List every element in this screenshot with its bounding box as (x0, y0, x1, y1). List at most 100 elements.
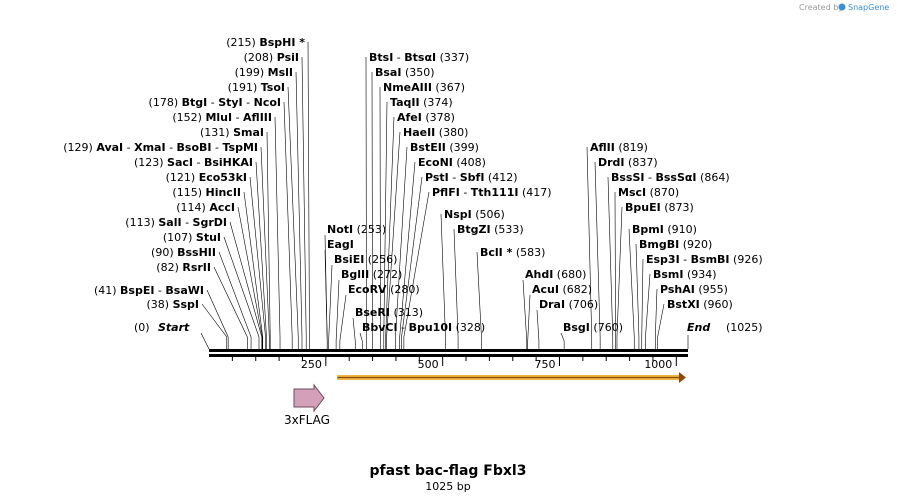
enzyme-position: (114) (176, 201, 209, 214)
cut-site[interactable]: EagI (327, 238, 354, 251)
enzyme-name: BglII (341, 268, 369, 281)
cut-site[interactable]: BtsI - BtsαI (337) (369, 51, 469, 64)
cut-site[interactable]: PshAI (955) (660, 283, 728, 296)
cut-site[interactable]: (90) BssHII (151, 246, 216, 259)
cut-site[interactable]: (191) TsoI (228, 81, 285, 94)
enzyme-name: BsgI (563, 321, 590, 334)
cut-site[interactable]: (131) SmaI (200, 126, 264, 139)
enzyme-position: (215) (226, 36, 259, 49)
lower-site-labels: NotI (253) EagI BsiEI (256) BglII (272) EcoR… (327, 223, 485, 334)
enzyme-position: - (232, 111, 243, 124)
cut-site[interactable]: TaqII (374) (390, 96, 453, 109)
cut-site[interactable]: (82) RsrII (156, 261, 211, 274)
cut-site[interactable]: BsgI (760) (563, 321, 623, 334)
end-label[interactable]: End (1025) (687, 321, 763, 334)
cut-site-label: (191) TsoI (228, 81, 285, 94)
cut-site-leader (206, 289, 229, 349)
enzyme-position: (152) (172, 111, 205, 124)
cut-site[interactable]: BclI * (583) (480, 246, 545, 259)
enzyme-position: (408) (453, 156, 486, 169)
enzyme-name: BssSαI (655, 171, 696, 184)
cut-site-leader (401, 176, 423, 349)
orf-arrow[interactable] (337, 372, 686, 383)
feature-3xflag[interactable]: 3xFLAG (284, 383, 330, 427)
cut-site[interactable]: EcoNI (408) (418, 156, 486, 169)
cut-site[interactable]: AcuI (682) (532, 283, 592, 296)
enzyme-name: BstEII (410, 141, 446, 154)
tick-label: 1000 (644, 358, 672, 371)
cut-site-label: (38) SspI (146, 298, 199, 311)
enzyme-position: (819) (615, 141, 648, 154)
enzyme-name: PflFI (432, 186, 460, 199)
cut-site-leader (586, 146, 593, 349)
cut-site-leader (243, 191, 264, 349)
cut-site[interactable]: BsiEI (256) (334, 253, 397, 266)
enzyme-name: BsmBI (691, 253, 730, 266)
cut-site[interactable]: NmeAIII (367) (383, 81, 465, 94)
cut-site[interactable]: (178) BtgI - StyI - NcoI (149, 96, 281, 109)
cut-site[interactable]: Esp3I - BsmBI (926) (646, 253, 763, 266)
start-label[interactable]: (0) Start (134, 321, 190, 334)
cut-site[interactable]: (113) SalI - SgrDI (125, 216, 227, 229)
cut-site[interactable]: AhdI (680) (525, 268, 586, 281)
cut-site[interactable]: (129) AvaI - XmaI - BsoBI - TspMI (63, 141, 258, 154)
enzyme-name: Bpu10I (409, 321, 453, 334)
cut-site[interactable]: MscI (870) (618, 186, 679, 199)
enzyme-name: PshAI (660, 283, 695, 296)
cut-site[interactable]: DrdI (837) (598, 156, 658, 169)
cut-site[interactable]: (107) StuI (163, 231, 221, 244)
enzyme-name: BtsI (369, 51, 393, 64)
cut-site[interactable]: BglII (272) (341, 268, 402, 281)
cut-site[interactable]: BseRI (313) (355, 306, 423, 319)
cut-site-leader (229, 221, 263, 349)
enzyme-position: (121) (166, 171, 199, 184)
cut-site[interactable]: BmgBI (920) (639, 238, 712, 251)
enzyme-name: BtgZI (457, 223, 491, 236)
enzyme-position: (367) (432, 81, 465, 94)
cut-site[interactable]: (208) PsiI (244, 51, 299, 64)
cut-site[interactable]: BpmI (910) (632, 223, 697, 236)
cut-site[interactable]: (123) SacI - BsiHKAI (134, 156, 253, 169)
cut-site[interactable]: BstXI (960) (667, 298, 733, 311)
cut-site-label: BstEII (399) (410, 141, 479, 154)
end-position: (1025) (726, 321, 763, 334)
cut-site-label: BstXI (960) (667, 298, 733, 311)
cut-site-label: (115) HincII (172, 186, 241, 199)
cut-site[interactable]: (121) Eco53kI (166, 171, 247, 184)
cut-site[interactable]: NotI (253) (327, 223, 386, 236)
cut-site[interactable]: NspI (506) (444, 208, 505, 221)
cut-site[interactable]: BssSI - BssSαI (864) (611, 171, 730, 184)
cut-site-label: BbvCI - Bpu10I (328) (362, 321, 485, 334)
cut-site[interactable]: (115) HincII (172, 186, 241, 199)
cut-site[interactable]: BtgZI (533) (457, 223, 524, 236)
cut-site[interactable]: (38) SspI (146, 298, 199, 311)
cut-site[interactable]: (215) BspHI * (226, 36, 305, 49)
cut-site[interactable]: HaeII (380) (403, 126, 468, 139)
enzyme-position: - (182, 216, 193, 229)
cut-site-leader (395, 146, 408, 349)
cut-site-label: BglII (272) (341, 268, 402, 281)
cut-site[interactable]: PstI - SbfI (412) (425, 171, 518, 184)
cut-site-leader (328, 264, 333, 349)
cut-site[interactable]: (114) AccI (176, 201, 235, 214)
cut-site-leader (260, 146, 270, 349)
cut-site[interactable]: AflII (819) (590, 141, 648, 154)
cut-site[interactable]: (41) BspEI - BsaWI (94, 284, 204, 297)
cut-site[interactable]: BstEII (399) (410, 141, 479, 154)
cut-site[interactable]: (152) MluI - AflIII (172, 111, 272, 124)
cut-site[interactable]: (199) MslI (235, 66, 293, 79)
cut-site[interactable]: DraI (706) (539, 298, 598, 311)
cut-site-leader (635, 243, 640, 349)
cut-site[interactable]: EcoRV (280) (348, 283, 420, 296)
cut-site[interactable]: PflFI - Tth111I (417) (432, 186, 552, 199)
enzyme-position: (191) (228, 81, 261, 94)
cut-site[interactable]: AfeI (378) (397, 111, 455, 124)
dna-backbone[interactable] (209, 349, 688, 357)
cut-site-leader (440, 213, 446, 349)
enzyme-position: (328) (452, 321, 485, 334)
cut-site[interactable]: BpuEI (873) (625, 201, 694, 214)
cut-site[interactable]: BsaI (350) (375, 66, 435, 79)
cut-site[interactable]: BbvCI - Bpu10I (328) (362, 321, 485, 334)
cut-site-leader (399, 161, 416, 349)
cut-site[interactable]: BsmI (934) (653, 268, 717, 281)
